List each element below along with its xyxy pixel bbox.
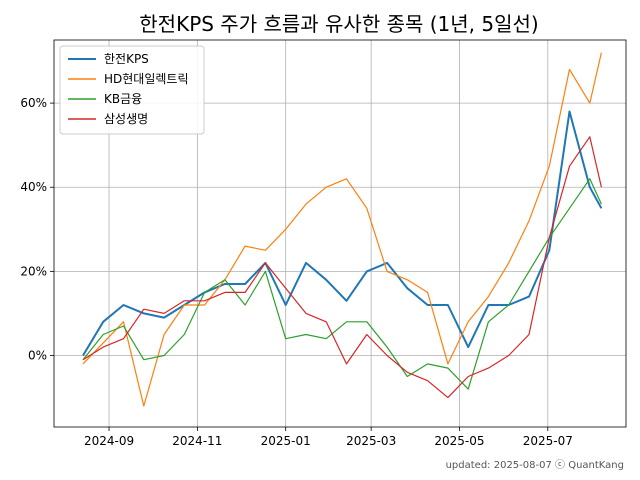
footer-credit: updated: 2025-08-07 ⓒ QuantKang	[446, 459, 624, 471]
x-axis: 2024-09 2024-11 2025-01 2025-03 2025-05 2025-…	[84, 427, 573, 448]
y-tick-label: 60%	[20, 96, 47, 110]
chart-title: 한전KPS 주가 흐름과 유사한 종목 (1년, 5일선)	[139, 12, 538, 36]
x-tick-label: 2025-01	[261, 434, 311, 448]
legend-label: KB금융	[104, 92, 142, 106]
legend-label: 한전KPS	[104, 52, 149, 66]
x-tick-label: 2024-11	[172, 434, 222, 448]
series-lines	[82, 52, 603, 407]
x-tick-label: 2025-03	[346, 434, 396, 448]
x-tick-label: 2025-05	[434, 434, 484, 448]
x-tick-label: 2024-09	[84, 434, 134, 448]
legend-label: 삼성생명	[104, 112, 148, 126]
series-line-1	[82, 52, 602, 407]
series-line-3	[82, 136, 602, 399]
series-line-0	[82, 110, 603, 357]
y-axis: 0% 20% 40% 60%	[20, 96, 54, 362]
legend-box	[59, 45, 205, 135]
plot-frame	[53, 39, 627, 428]
x-tick-label: 2025-07	[523, 434, 573, 448]
y-tick-label: 0%	[28, 348, 47, 362]
y-tick-label: 20%	[20, 264, 47, 278]
y-tick-label: 40%	[20, 180, 47, 194]
series-line-2	[82, 178, 602, 390]
legend-label: HD현대일렉트릭	[104, 72, 189, 86]
